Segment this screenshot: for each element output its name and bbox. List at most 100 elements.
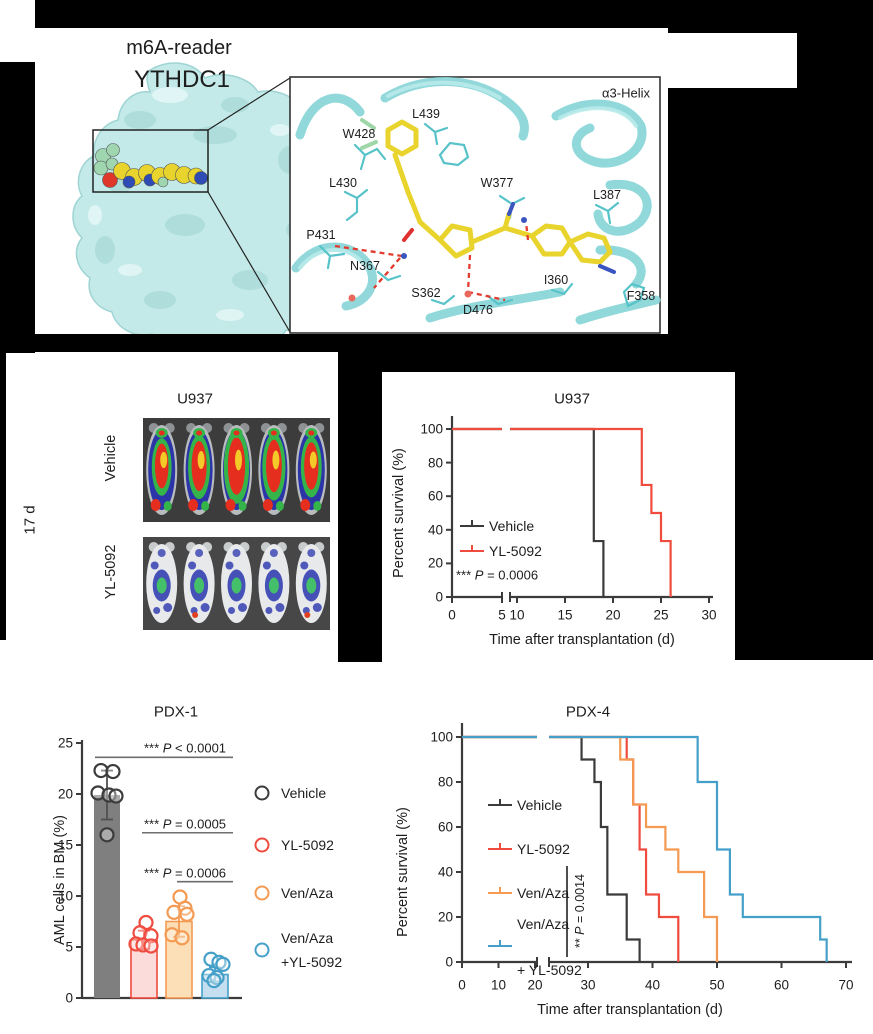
p-value-annotation-u937_survival: *** P = 0.0006 (456, 567, 539, 583)
data-point (99, 827, 115, 843)
x-axis-label-u937_survival: Time after transplantation (d) (489, 631, 675, 648)
y-tick-label: 0 (435, 589, 443, 605)
chart-title-pdx1: PDX-1 (153, 703, 199, 721)
legend-label: Vehicle (489, 518, 535, 534)
x-tick-label: 40 (644, 977, 661, 993)
y-tick-label: 100 (430, 729, 453, 745)
pdx1-chart (76, 740, 270, 1000)
inset-connector-top (207, 77, 291, 131)
x-tick-label: 25 (653, 607, 669, 623)
x-tick-label: 60 (773, 977, 790, 993)
bar-group-ven-aza-yl-5092 (201, 951, 231, 999)
data-point (174, 930, 190, 946)
y-tick-label: 80 (437, 774, 453, 790)
significance-label: *** P < 0.0001 (143, 740, 227, 756)
x-tick-label: 0 (448, 607, 456, 623)
residue-label-d476: D476 (463, 302, 493, 317)
x-tick-label: 30 (701, 607, 717, 623)
legend-label: Vehicle (517, 797, 563, 813)
x-tick-label: 20 (605, 607, 621, 623)
data-point (90, 785, 106, 801)
legend-label: Ven/Aza (281, 885, 334, 901)
y-tick-label: 60 (437, 819, 453, 835)
residue-label-w377: W377 (480, 175, 514, 190)
x-tick-label: 30 (580, 977, 596, 993)
protein-surface-rendering (72, 62, 358, 351)
y-tick-label: 20 (57, 786, 73, 802)
residue-label-p431: P431 (306, 227, 336, 242)
y-tick-label: 40 (427, 522, 443, 538)
ligand-spheres (93, 143, 208, 189)
data-point (108, 788, 124, 804)
mouse-image (221, 542, 252, 623)
x-tick-label: 5 (498, 607, 506, 623)
mouse-image (146, 542, 178, 623)
mouse-image (146, 423, 178, 515)
significance-label: *** P = 0.0006 (143, 865, 227, 881)
legend-label: Vehicle (281, 785, 327, 801)
cartoon-ribbons (291, 77, 661, 325)
y-tick-label: 25 (57, 735, 73, 751)
legend-symbol-ven-aza-yl-5092 (488, 940, 512, 947)
x-tick-label: 10 (490, 977, 507, 993)
y-axis-label-pdx1: AML cells in BM (%) (51, 815, 68, 945)
surface-highlights (88, 87, 290, 321)
mouse-image (258, 423, 290, 515)
y-axis-label-pdx4_survival: Percent survival (%) (394, 807, 411, 937)
mouse-image (295, 542, 327, 623)
x-tick-label: 20 (527, 977, 543, 993)
bar-group-ven-aza (164, 889, 195, 999)
legend-symbol-ven-aza-yl-5092 (254, 942, 270, 958)
residue-label-n367: N367 (350, 258, 380, 273)
redaction-bar-top (35, 0, 668, 28)
data-point (215, 956, 231, 972)
mice-time-label: 17 d (21, 505, 39, 535)
mice-strip-yl5092 (143, 537, 330, 630)
redaction-block-mid-right (735, 342, 873, 660)
alpha3-helix-label: α3-Helix (602, 85, 650, 101)
x-tick-label: 10 (509, 607, 525, 623)
u937_survival-chart (446, 416, 713, 603)
legend-symbol-vehicle (460, 520, 484, 527)
mouse-image (295, 423, 327, 515)
legend-label: YL-5092 (517, 841, 570, 857)
legend-label: YL-5092 (489, 543, 542, 559)
mouse-image (258, 542, 290, 623)
y-tick-label: 15 (57, 837, 73, 853)
data-point (105, 763, 121, 780)
bar (94, 795, 120, 998)
residue-label-l439: L439 (412, 106, 440, 121)
legend-symbol-vehicle (488, 799, 512, 806)
mouse-image (183, 423, 215, 515)
inhibitor-sticks (385, 119, 613, 265)
x-tick-label: 70 (838, 977, 854, 993)
legend-symbol-vehicle (254, 785, 270, 801)
legend-label: +YL-5092 (281, 954, 343, 970)
y-tick-label: 40 (437, 864, 453, 880)
y-tick-label: 0 (445, 954, 453, 970)
km-curve-yl-5092 (452, 427, 672, 597)
p-value-annotation-pdx4_survival: ** P = 0.0014 (572, 873, 587, 949)
data-point (166, 904, 182, 920)
legend-label: Ven/Aza (517, 885, 570, 901)
residue-label-s362: S362 (411, 285, 441, 300)
chart-title-u937_survival: U937 (554, 390, 590, 408)
mouse-image (183, 542, 215, 623)
x-tick-label: 50 (709, 977, 725, 993)
residue-label-w428: W428 (342, 126, 376, 141)
y-tick-label: 10 (57, 888, 73, 904)
hydrogen-bonds (334, 221, 530, 302)
legend-symbol-yl-5092 (254, 837, 270, 853)
mice-row-label-vehicle: Vehicle (102, 434, 119, 482)
legend-symbol-yl-5092 (488, 843, 512, 850)
data-point (179, 906, 195, 922)
residue-label-l387: L387 (593, 187, 621, 202)
binding-site-inset (289, 76, 661, 334)
y-tick-label: 0 (65, 990, 73, 1006)
x-tick-label: 15 (557, 607, 573, 623)
chart-title-pdx4_survival: PDX-4 (565, 703, 611, 721)
mice-row-label-yl5092: YL-5092 (102, 544, 119, 600)
legend-label: YL-5092 (281, 837, 334, 853)
legend-label: Ven/Aza (517, 915, 570, 932)
